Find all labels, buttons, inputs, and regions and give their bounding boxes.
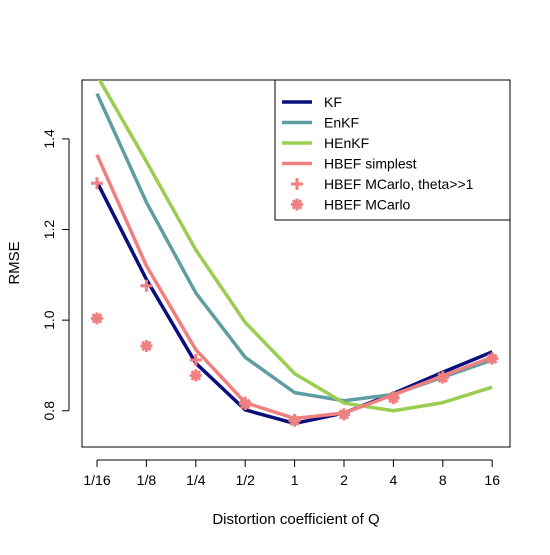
- legend-box: [274, 79, 511, 221]
- x-tick-label: 2: [340, 472, 348, 488]
- data-point-hbef-mcarlo-theta-1: [91, 177, 103, 190]
- legend-label: EnKF: [324, 115, 359, 131]
- legend-label: HBEF simplest: [324, 156, 417, 172]
- y-axis-label: RMSE: [6, 241, 23, 284]
- series-henkf: [97, 80, 493, 413]
- legend-label: KF: [324, 94, 342, 110]
- data-point-hbef-mcarlo: [338, 408, 350, 421]
- series-line-henkf: [97, 80, 493, 413]
- legend-label: HBEF MCarlo, theta>>1: [324, 176, 474, 192]
- x-tick-label: 8: [439, 472, 447, 488]
- x-tick-label: 16: [484, 472, 500, 488]
- data-point-hbef-mcarlo: [486, 352, 499, 365]
- legend-label: HBEF MCarlo: [324, 197, 411, 213]
- y-tick-label: 1.2: [41, 220, 57, 240]
- data-point-hbef-mcarlo: [239, 397, 252, 410]
- data-point-hbef-mcarlo: [189, 369, 202, 382]
- series-clip-group: [91, 80, 499, 427]
- legend-swatch: [291, 178, 303, 190]
- x-tick-label: 1/8: [137, 472, 157, 488]
- data-point-hbef-mcarlo: [387, 392, 400, 405]
- data-point-hbef-mcarlo: [91, 312, 103, 325]
- x-tick-label: 1/16: [83, 472, 110, 488]
- axes: 1/16 1/8 1/4 1/2 1 2 4 8 16 0.8 1.0 1.2 1.4: [41, 129, 500, 488]
- x-tick-label: 4: [390, 472, 398, 488]
- x-tick-label: 1/2: [235, 472, 255, 488]
- legend-swatch: [291, 198, 303, 211]
- data-point-hbef-mcarlo: [140, 339, 153, 352]
- series-hbef-mcarlo: [91, 312, 499, 427]
- data-point-hbef-mcarlo: [288, 414, 301, 427]
- y-tick-label: 1.0: [41, 310, 57, 330]
- legend-label: HEnKF: [324, 135, 369, 151]
- data-point-hbef-mcarlo-theta-1: [140, 279, 153, 292]
- x-tick-label: 1/4: [186, 472, 206, 488]
- y-tick-label: 0.8: [41, 401, 57, 421]
- data-point-hbef-mcarlo: [436, 371, 449, 384]
- x-tick-label: 1: [291, 472, 299, 488]
- x-axis-label: Distortion coefficient of Q: [212, 511, 379, 528]
- series-layer: [91, 80, 499, 427]
- y-tick-label: 1.4: [41, 129, 57, 149]
- data-point-hbef-mcarlo-theta-1: [189, 354, 202, 367]
- legend: KF EnKF HEnKF HBEF simplest HBEF MCarlo, the…: [274, 79, 511, 221]
